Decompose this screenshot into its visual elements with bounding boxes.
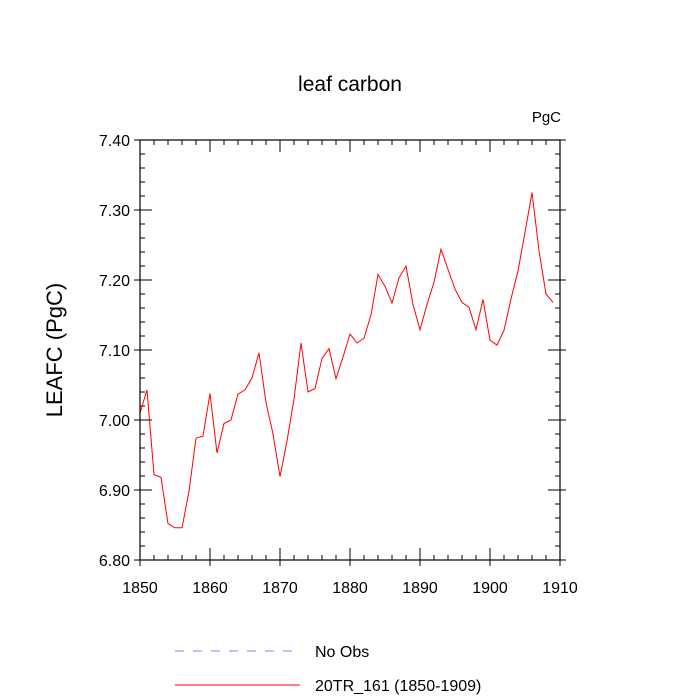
- y-tick-label: 6.90: [99, 483, 130, 500]
- y-tick-label: 6.80: [99, 553, 130, 570]
- legend-label-no-obs: No Obs: [315, 644, 369, 661]
- series-line-20tr-161-1850-1909: [139, 192, 554, 529]
- x-tick-label: 1870: [262, 580, 298, 597]
- y-tick-label: 7.10: [99, 343, 130, 360]
- y-tick-label: 7.20: [99, 273, 130, 290]
- units-label: PgC: [532, 109, 561, 126]
- x-tick-label: 1890: [402, 580, 438, 597]
- x-tick-label: 1900: [472, 580, 508, 597]
- x-tick-label: 1860: [192, 580, 228, 597]
- plot-frame: [139, 139, 561, 561]
- y-axis-label: LEAFC (PgC): [42, 283, 67, 417]
- x-tick-label: 1910: [542, 580, 578, 597]
- y-tick-label: 7.00: [99, 413, 130, 430]
- legend-label-20tr-161: 20TR_161 (1850-1909): [315, 678, 481, 695]
- y-tick-label: 7.30: [99, 203, 130, 220]
- chart-title: leaf carbon: [298, 73, 402, 96]
- ticks-layer: 1850 1860 1870 1880 1890 1900 1910 6.80 6.90 7.00…: [99, 133, 578, 597]
- series-layer: [139, 192, 554, 529]
- legend: No Obs 20TR_161 (1850-1909): [175, 644, 481, 695]
- x-tick-label: 1880: [332, 580, 368, 597]
- x-tick-label: 1850: [122, 580, 158, 597]
- y-tick-label: 7.40: [99, 133, 130, 150]
